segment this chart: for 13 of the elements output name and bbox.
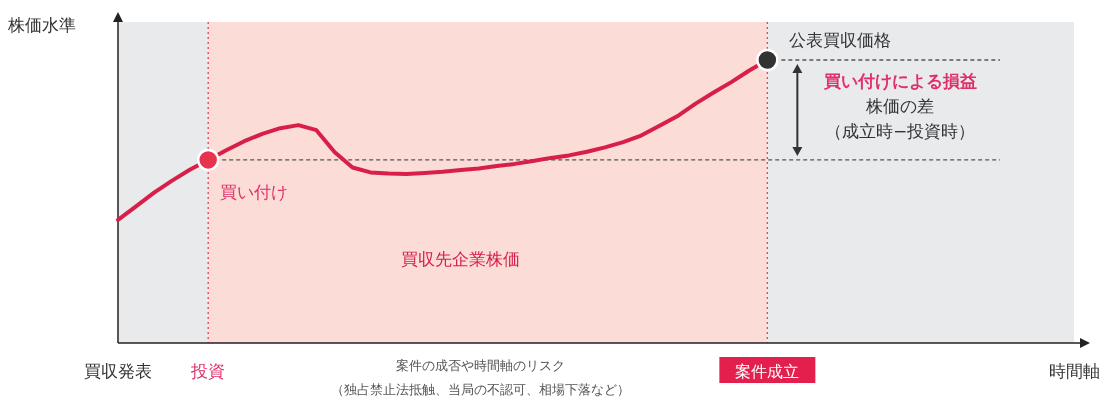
annotation: 買い付けによる損益	[822, 71, 977, 91]
text: 買収先企業株価	[401, 248, 521, 269]
y-axis-title: 株価水準	[7, 15, 76, 35]
text: 案件の成否や時間軸のリスク	[395, 358, 565, 373]
annotation: 公表買収価格	[789, 30, 892, 50]
annotation: 買い付け	[220, 181, 289, 202]
annotation: 株価の差	[865, 96, 934, 116]
x-tick-label: 買収発表	[84, 361, 152, 381]
x-tick-label: 時間軸	[1048, 361, 1100, 381]
x-tick-label: 投資	[190, 361, 226, 381]
x-tick-label: 案件成立	[735, 362, 800, 381]
annotation: （成立時−投資時）	[824, 121, 976, 141]
text: （独占禁止法抵触、当局の不認可、相場下落など）	[330, 382, 630, 397]
